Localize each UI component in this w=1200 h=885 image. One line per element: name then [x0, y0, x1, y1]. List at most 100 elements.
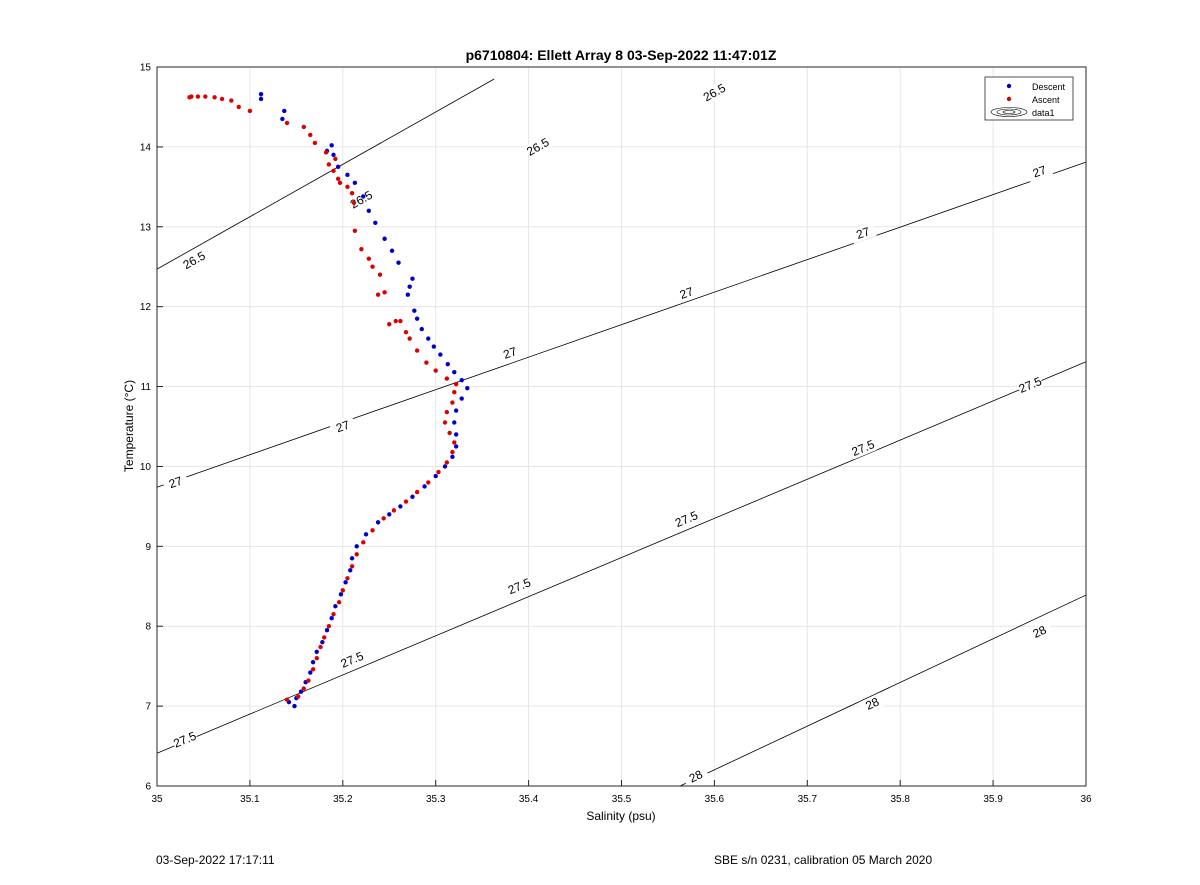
ascent-point-59 [301, 124, 306, 130]
contour-label-1-0: 27 [167, 474, 185, 492]
contour-label-bg-1-0 [161, 471, 190, 493]
descent-point-21 [410, 494, 415, 500]
ascent-point-64 [219, 96, 225, 102]
ascent-point-23 [444, 460, 450, 465]
ascent-point-31 [453, 381, 459, 387]
ascent-point-53 [331, 168, 336, 174]
ascent-point-11 [340, 588, 345, 593]
legend-ascent-marker [1006, 96, 1012, 102]
ascent-point-54 [326, 162, 332, 167]
descent-point-44 [396, 260, 401, 265]
ascent-point-67 [195, 94, 201, 99]
ascent-point-32 [444, 376, 450, 381]
y-tick-label-4: 10 [140, 462, 152, 473]
descent-point-35 [438, 352, 443, 357]
descent-point-54 [329, 143, 334, 148]
data-points [187, 91, 470, 709]
legend-data1-label: data1 [1032, 108, 1055, 118]
contour-label-bg-1-3 [672, 282, 701, 304]
contour-line-26.5 [156, 78, 495, 270]
contour-label-bg-0-1 [347, 187, 376, 212]
x-tick-label-8: 35.8 [890, 794, 910, 805]
legend-box [984, 76, 1074, 121]
contour-line-28 [679, 594, 1087, 787]
contour-label-1-3: 27 [678, 284, 696, 302]
descent-point-22 [422, 484, 427, 489]
ascent-point-37 [403, 330, 409, 335]
contour-label-bg-3-1 [858, 692, 887, 716]
ascent-point-36 [407, 336, 412, 341]
descent-point-14 [348, 568, 353, 573]
contour-label-bg-0-2 [523, 134, 552, 159]
descent-point-24 [442, 464, 448, 469]
x-tick-label-2: 35.2 [333, 794, 353, 805]
ascent-point-46 [359, 246, 364, 252]
descent-point-0 [292, 703, 297, 709]
contour-label-bg-0-3 [700, 80, 729, 105]
descent-point-39 [414, 316, 420, 321]
ascent-point-35 [414, 348, 420, 353]
descent-point-8 [320, 640, 325, 645]
y-tick-label-3: 9 [145, 542, 151, 553]
contour-label-bg-2-3 [672, 508, 701, 531]
contour-label-3-0: 28 [687, 767, 705, 785]
ascent-point-25 [452, 440, 457, 445]
ascent-point-38 [398, 318, 403, 324]
ascent-point-27 [442, 420, 448, 425]
contour-label-3-1: 28 [863, 694, 881, 712]
legend-descent-marker [1006, 83, 1012, 89]
descent-point-20 [398, 504, 403, 509]
ascent-point-15 [361, 540, 366, 545]
descent-point-29 [453, 408, 459, 413]
ascent-point-2 [301, 686, 306, 691]
contour-label-3-2: 28 [1031, 623, 1049, 641]
descent-point-46 [382, 236, 387, 241]
contour-label-bg-3-0 [681, 764, 710, 788]
ascent-point-47 [352, 228, 358, 233]
ascent-point-29 [450, 400, 455, 405]
descent-point-15 [349, 556, 355, 561]
x-tick-label-0: 35 [151, 794, 163, 805]
descent-point-51 [345, 172, 350, 178]
ascent-point-40 [387, 322, 392, 327]
x-tick-label-9: 35.9 [983, 794, 1003, 805]
x-tick-label-6: 35.6 [705, 794, 725, 805]
descent-point-10 [329, 616, 334, 621]
x-tick-label-3: 35.3 [426, 794, 446, 805]
ascent-point-6 [318, 644, 323, 650]
descent-point-37 [426, 336, 431, 341]
ascent-point-57 [312, 140, 318, 146]
descent-point-42 [407, 284, 412, 289]
y-tick-label-9: 15 [140, 63, 152, 74]
contour-label-bg-1-1 [329, 415, 357, 438]
descent-point-47 [373, 220, 378, 225]
ascent-point-58 [308, 132, 313, 138]
descent-point-25 [450, 454, 455, 460]
footer-timestamp: 03-Sep-2022 17:17:11 [156, 853, 275, 867]
descent-point-11 [333, 604, 338, 609]
contour-label-bg-1-5 [1025, 161, 1054, 183]
ascent-point-50 [345, 184, 350, 190]
descent-point-16 [354, 544, 359, 549]
ascent-point-8 [326, 624, 332, 629]
ascent-point-34 [424, 360, 429, 365]
descent-point-48 [366, 208, 372, 213]
descent-point-32 [459, 377, 464, 383]
ascent-point-10 [336, 600, 342, 605]
descent-point-13 [343, 580, 348, 585]
descent-point-6 [310, 659, 316, 665]
ascent-point-52 [335, 176, 341, 182]
ascent-point-28 [444, 409, 450, 415]
ascent-point-62 [236, 104, 241, 110]
descent-point-33 [452, 369, 457, 375]
ascent-point-42 [375, 292, 381, 297]
descent-point-36 [431, 344, 437, 349]
chart-title: p6710804: Ellett Array 8 03-Sep-2022 11:… [466, 47, 777, 63]
ascent-point-66 [203, 94, 208, 99]
ascent-point-56 [323, 150, 329, 155]
descent-point-7 [314, 649, 319, 654]
ascent-point-3 [306, 678, 311, 683]
x-axis-ticks: 35 35.1 35.2 35.3 35.4 35.5 35.6 35.7 35.8 35.9 36 [151, 780, 1092, 805]
descent-point-26 [453, 444, 459, 449]
descent-point-52 [335, 164, 341, 170]
